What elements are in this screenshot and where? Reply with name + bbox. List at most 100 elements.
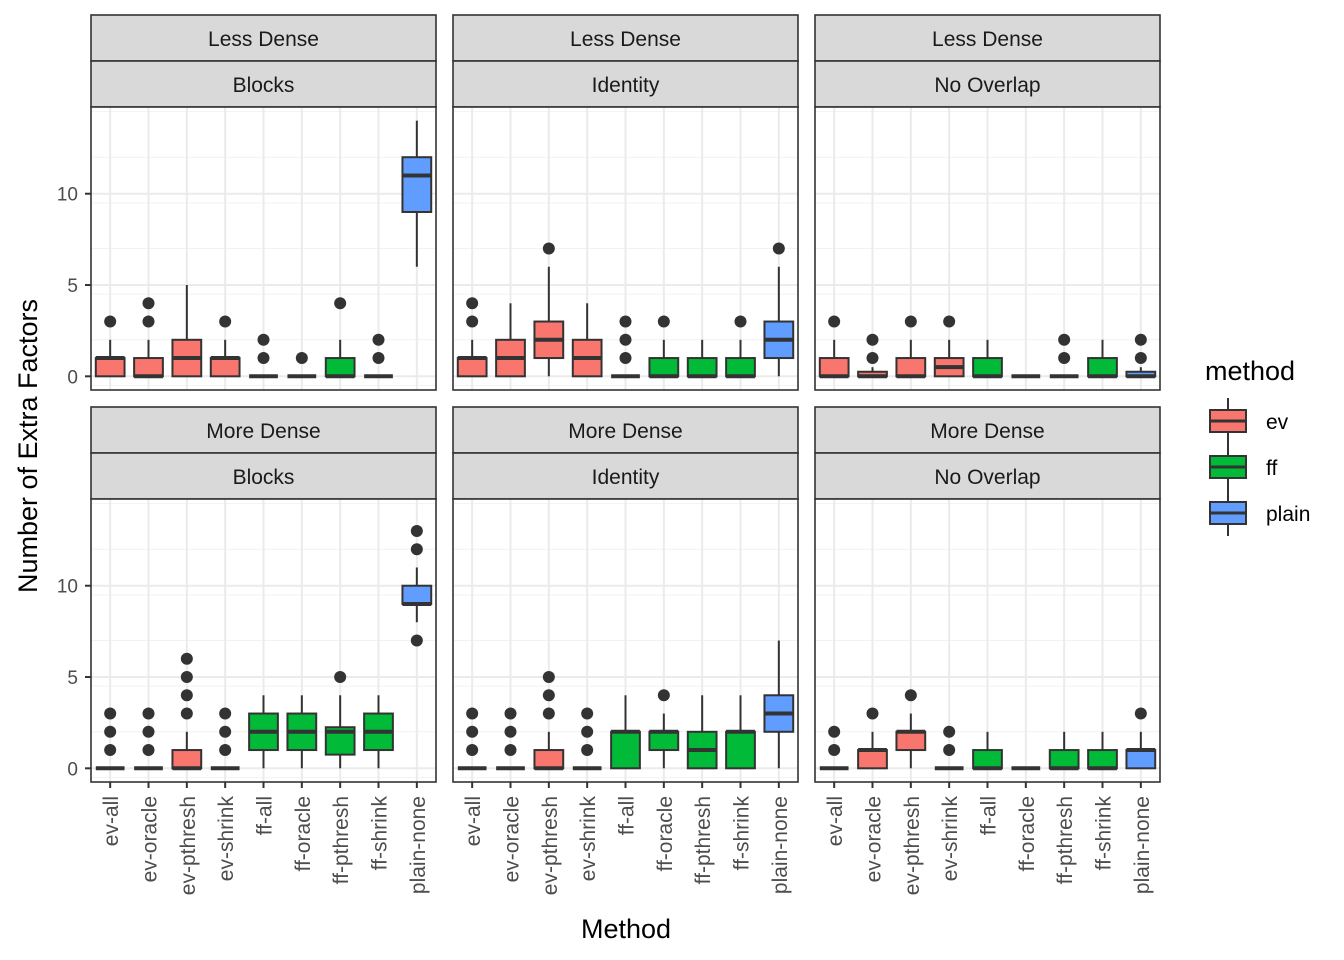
- facet-strip-bottom: [814, 452, 1161, 500]
- box-iqr: [533, 749, 565, 770]
- x-tick-label: ev-all: [824, 796, 847, 846]
- box-iqr: [725, 357, 756, 378]
- box-ff-all: [611, 315, 640, 379]
- box-ff-pthresh: [686, 339, 718, 379]
- facet-strip-bottom-label: Blocks: [233, 74, 295, 97]
- box-plain-none: [401, 120, 433, 267]
- facet-strip-top: [90, 14, 437, 62]
- box-iqr: [972, 357, 1003, 378]
- box-ff-pthresh: [1049, 333, 1079, 379]
- box-ff-pthresh: [324, 671, 356, 769]
- box-iqr: [171, 749, 203, 770]
- outlier-point: [828, 744, 841, 757]
- outlier-point: [1058, 333, 1071, 346]
- y-tick-label: 5: [67, 276, 78, 297]
- outlier-point: [466, 707, 479, 720]
- x-tick-label: plain-none: [769, 796, 792, 894]
- box-ev-shrink: [210, 707, 240, 771]
- box-ff-shrink: [1087, 731, 1118, 771]
- facet-panel: Less Dense Identity: [452, 14, 799, 391]
- outlier-point: [466, 315, 479, 328]
- outlier-point: [734, 315, 747, 328]
- facet-strip-top: [452, 14, 799, 62]
- box-iqr: [818, 357, 850, 378]
- box-ev-pthresh: [171, 652, 203, 771]
- facet-strip-top-label: Less Dense: [932, 28, 1043, 51]
- box-ff-all: [972, 731, 1003, 771]
- outlier-point: [866, 352, 879, 365]
- legend-label: ev: [1266, 411, 1289, 434]
- facet-strip-bottom: [90, 60, 437, 108]
- box-iqr: [401, 156, 433, 213]
- x-tick-label: ff-shrink: [1093, 796, 1116, 871]
- box-ev-pthresh: [171, 285, 203, 378]
- outlier-point: [657, 315, 670, 328]
- outlier-point: [943, 725, 956, 738]
- outlier-point: [542, 671, 555, 684]
- x-tick-label: ff-shrink: [731, 796, 754, 871]
- x-tick-label: plain-none: [1131, 796, 1154, 894]
- box-iqr: [1087, 357, 1118, 378]
- legend-title: method: [1205, 356, 1295, 386]
- box-iqr: [857, 749, 888, 770]
- box-iqr: [1125, 749, 1157, 770]
- box-ev-pthresh: [895, 315, 927, 379]
- box-iqr: [648, 730, 680, 752]
- facet-strip-bottom-label: Identity: [592, 74, 660, 97]
- x-tick-label: ff-oracle: [292, 796, 315, 871]
- outlier-point: [904, 315, 917, 328]
- outlier-point: [142, 297, 155, 310]
- outlier-point: [772, 242, 785, 255]
- box-ev-oracle: [857, 707, 888, 770]
- facet-strip-bottom-label: No Overlap: [934, 466, 1040, 489]
- box-plain-none: [401, 524, 433, 647]
- outlier-point: [466, 725, 479, 738]
- box-ff-all: [610, 695, 641, 770]
- outlier-point: [1058, 352, 1071, 365]
- box-ev-shrink: [934, 725, 964, 771]
- outlier-point: [466, 297, 479, 310]
- facet-strip-bottom: [814, 60, 1161, 108]
- outlier-point: [504, 744, 517, 757]
- facet-strip-top: [90, 406, 437, 454]
- legend-label: ff: [1266, 457, 1277, 480]
- outlier-point: [295, 352, 308, 365]
- facet-strip-top-label: Less Dense: [208, 28, 319, 51]
- outlier-point: [219, 315, 232, 328]
- y-tick-label: 0: [67, 367, 78, 388]
- box-iqr: [324, 357, 356, 378]
- outlier-point: [581, 744, 594, 757]
- outlier-point: [904, 689, 917, 702]
- box-ev-oracle: [857, 333, 888, 379]
- outlier-point: [943, 315, 956, 328]
- outlier-point: [504, 725, 517, 738]
- panel-border: [814, 106, 1161, 391]
- outlier-point: [466, 744, 479, 757]
- facet-panel: Less Dense No Overlap: [814, 14, 1161, 391]
- outlier-point: [180, 671, 193, 684]
- box-ev-pthresh: [533, 242, 565, 377]
- x-tick-label: ev-oracle: [863, 796, 886, 882]
- outlier-point: [410, 634, 423, 647]
- outlier-point: [828, 315, 841, 328]
- box-iqr: [456, 357, 488, 378]
- x-tick-label: ff-all: [978, 796, 1001, 835]
- box-plain-none: [763, 640, 795, 769]
- facet-strip-top-label: More Dense: [930, 420, 1044, 443]
- outlier-point: [219, 707, 232, 720]
- legend-entry-ev: ev: [1209, 398, 1289, 444]
- facet-panel: More Dense Blocks 0 5 10 ev-all ev-oracle ev-pt…: [57, 406, 437, 895]
- outlier-point: [104, 725, 117, 738]
- x-tick-label: ev-shrink: [215, 796, 238, 882]
- box-iqr: [610, 730, 641, 770]
- outlier-point: [257, 352, 270, 365]
- outlier-point: [104, 707, 117, 720]
- x-tick-label: ev-shrink: [939, 796, 962, 882]
- x-tick-label: ev-all: [462, 796, 485, 846]
- box-iqr: [686, 357, 718, 378]
- x-tick-label: ev-oracle: [139, 796, 162, 882]
- box-ev-all: [94, 315, 126, 378]
- outlier-point: [619, 333, 632, 346]
